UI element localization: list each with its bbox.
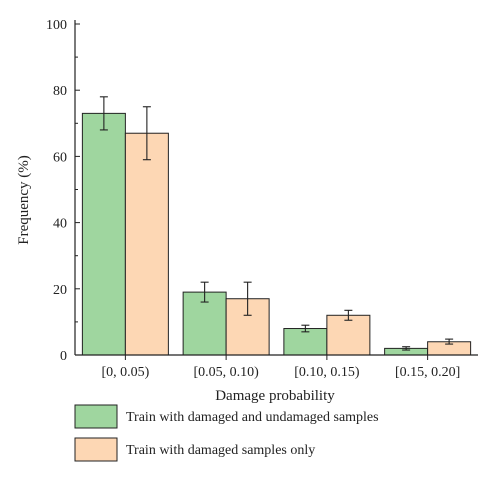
legend: Train with damaged and undamaged samples… — [74, 404, 379, 462]
x-axis-label: Damage probability — [215, 388, 335, 404]
y-tick-label: 40 — [53, 217, 67, 232]
legend-swatch-1 — [74, 437, 118, 462]
bar-s0-c1 — [182, 291, 227, 356]
bar-s1-c2 — [326, 314, 371, 356]
legend-label-0: Train with damaged and undamaged samples — [126, 410, 379, 425]
x-tick-label: [0, 0.05) — [101, 365, 149, 380]
y-tick-label: 60 — [53, 150, 67, 165]
legend-label-1: Train with damaged samples only — [126, 443, 315, 458]
bar-s0-c0 — [81, 112, 126, 356]
bar-s0-c2 — [283, 328, 328, 356]
y-tick-label: 20 — [53, 283, 67, 298]
x-tick-label: [0.05, 0.10) — [193, 365, 259, 380]
y-axis-label: Frequency (%) — [16, 155, 32, 245]
bar-s1-c0 — [124, 132, 169, 356]
y-tick-label: 0 — [60, 349, 67, 364]
x-tick-label: [0.15, 0.20] — [395, 365, 460, 380]
legend-swatch-0 — [74, 404, 118, 429]
y-tick-label: 80 — [53, 84, 67, 99]
x-tick-label: [0.10, 0.15) — [294, 365, 360, 380]
y-tick-label: 100 — [46, 18, 67, 33]
